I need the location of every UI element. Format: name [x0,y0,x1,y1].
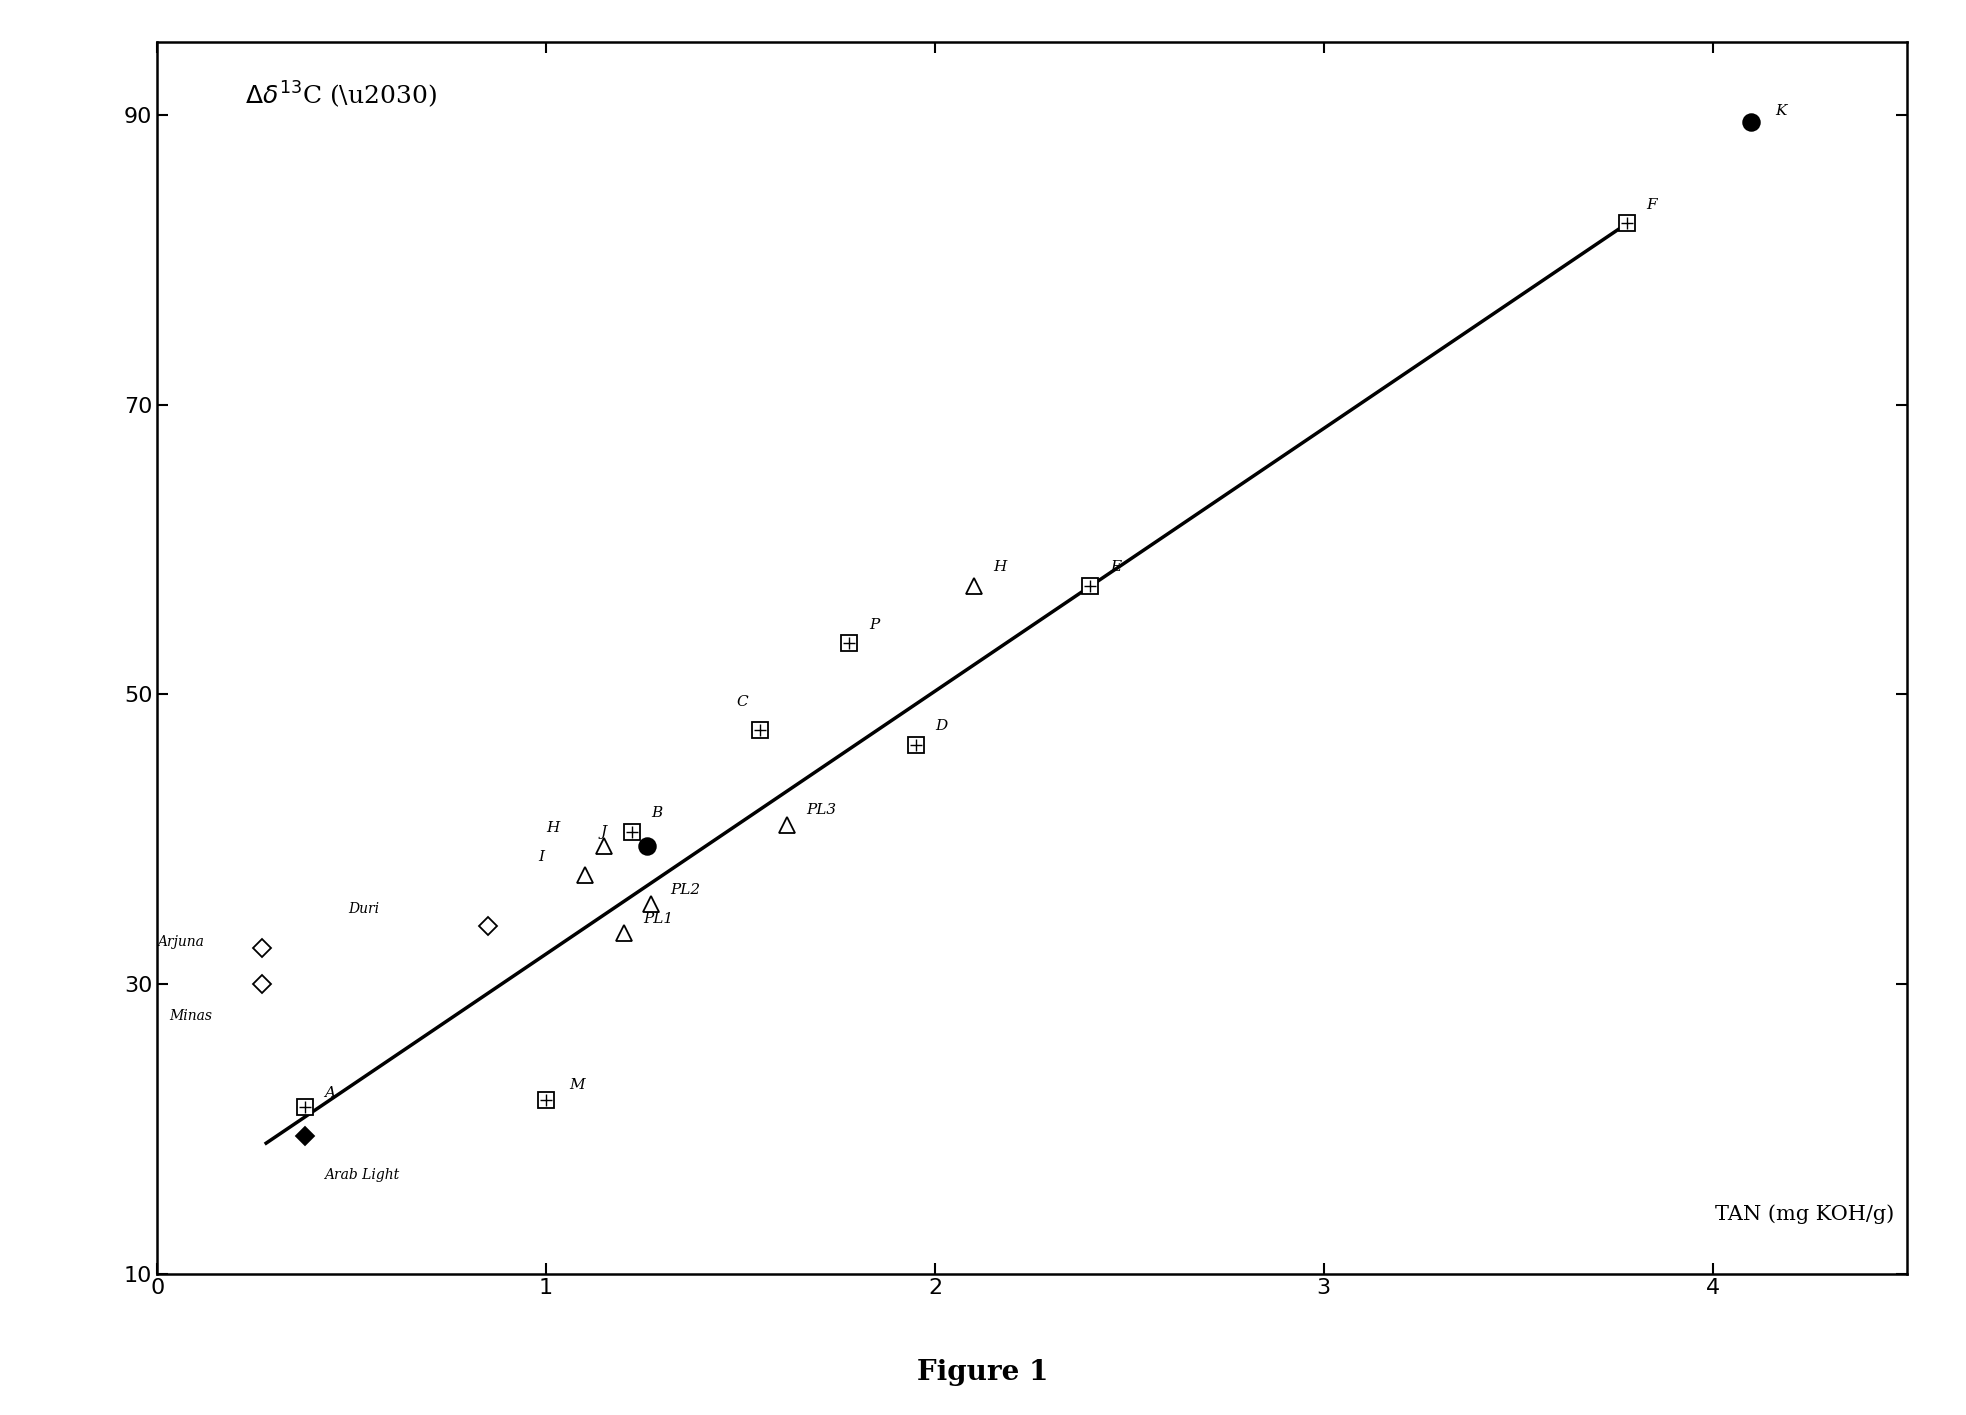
Text: TAN (mg KOH/g): TAN (mg KOH/g) [1714,1204,1893,1224]
Text: H: H [993,560,1007,574]
Text: A: A [324,1085,336,1099]
Text: B: B [651,807,663,821]
Text: E: E [1111,560,1121,574]
Text: $\Delta\delta^{13}$C (\u2030): $\Delta\delta^{13}$C (\u2030) [244,79,436,110]
Text: I: I [539,849,545,863]
Text: C: C [737,695,749,709]
Text: Duri: Duri [348,901,379,916]
Text: D: D [936,719,948,733]
Text: PL2: PL2 [670,883,700,897]
Text: P: P [869,618,879,633]
Text: Minas: Minas [169,1009,212,1023]
Text: K: K [1775,103,1787,117]
Text: J: J [600,825,607,839]
Text: F: F [1646,198,1657,212]
Text: Arjuna: Arjuna [157,935,204,949]
Text: PL3: PL3 [806,804,838,818]
Text: Figure 1: Figure 1 [918,1358,1048,1385]
Text: PL1: PL1 [643,911,674,925]
Text: Arab Light: Arab Light [324,1167,399,1182]
Text: H: H [547,821,560,835]
Text: M: M [570,1078,586,1092]
